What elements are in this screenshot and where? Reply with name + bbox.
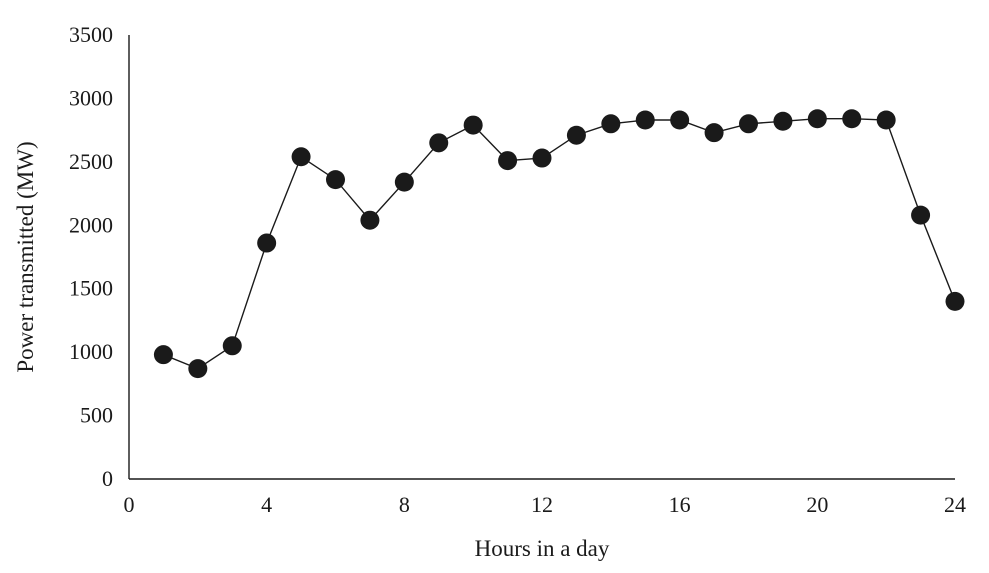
data-point (635, 110, 655, 130)
x-tick-label: 0 (124, 492, 135, 517)
y-tick-label: 1500 (69, 276, 113, 301)
data-point (394, 172, 414, 192)
data-point (704, 123, 724, 143)
x-tick-label: 20 (806, 492, 828, 517)
x-axis-title: Hours in a day (475, 536, 610, 561)
x-tick-label: 4 (261, 492, 272, 517)
y-tick-label: 3500 (69, 22, 113, 47)
data-point (188, 359, 208, 379)
series-group (153, 109, 965, 379)
data-point (532, 148, 552, 168)
data-point (360, 210, 380, 230)
y-tick-label: 1000 (69, 339, 113, 364)
data-point (429, 133, 449, 153)
y-tick-label: 0 (102, 466, 113, 491)
y-tick-label: 2500 (69, 149, 113, 174)
data-point (670, 110, 690, 130)
y-axis-title: Power transmitted (MW) (13, 141, 38, 372)
data-point (257, 233, 277, 253)
x-tick-label: 12 (531, 492, 553, 517)
data-point (911, 205, 931, 225)
y-tick-label: 3000 (69, 85, 113, 110)
x-tick-label: 8 (399, 492, 410, 517)
data-point (876, 110, 896, 130)
data-point (945, 291, 965, 311)
data-point (291, 147, 311, 167)
y-tick-label: 500 (80, 403, 113, 428)
series-line (163, 117, 956, 370)
x-tick-label: 24 (944, 492, 966, 517)
data-point (463, 115, 483, 135)
y-tick-labels: 0 500 1000 1500 2000 2500 3000 3500 (69, 22, 113, 491)
data-point (773, 111, 793, 131)
data-point (326, 170, 345, 190)
data-point (842, 109, 862, 129)
data-point (498, 151, 518, 171)
data-point (222, 336, 242, 356)
x-tick-labels: 0 4 8 12 16 20 24 (124, 492, 967, 517)
data-point (739, 114, 758, 134)
data-point (601, 114, 621, 134)
data-point (807, 109, 827, 129)
data-point (566, 125, 586, 145)
data-point (153, 345, 173, 365)
x-tick-label: 16 (669, 492, 691, 517)
y-tick-label: 2000 (69, 212, 113, 237)
